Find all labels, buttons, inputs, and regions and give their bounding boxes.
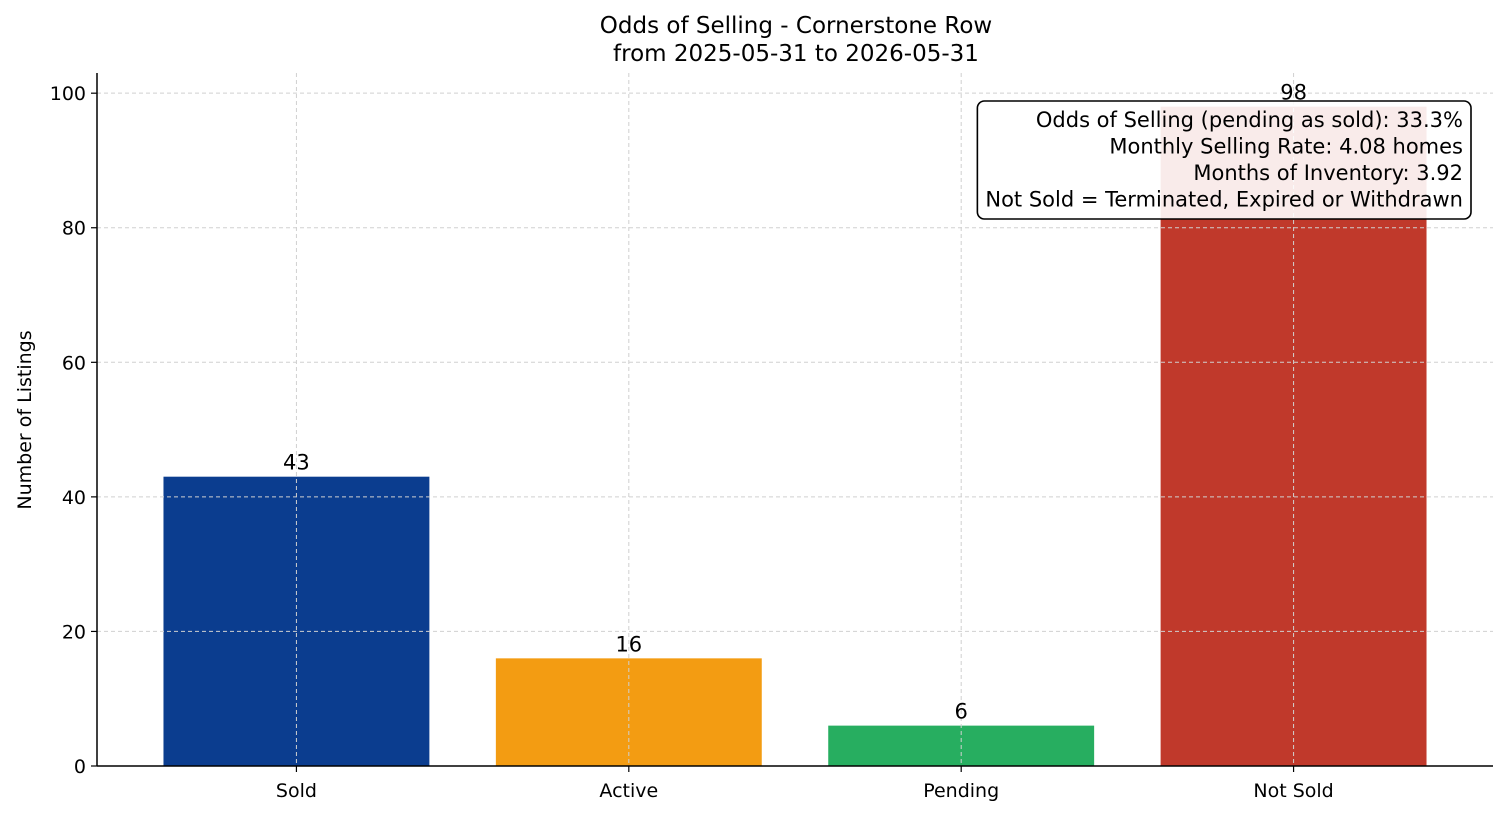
grid: [97, 73, 1493, 766]
value-label: 16: [615, 632, 642, 656]
annotation-line: Not Sold = Terminated, Expired or Withdr…: [985, 188, 1463, 212]
chart-subtitle: from 2025-05-31 to 2026-05-31: [613, 41, 979, 67]
x-tick-label: Sold: [276, 780, 317, 802]
y-tick-label: 40: [62, 487, 86, 509]
annotation-box: Odds of Selling (pending as sold): 33.3%…: [976, 100, 1472, 220]
value-label: 6: [955, 700, 968, 724]
x-tick-label: Not Sold: [1253, 780, 1333, 802]
annotation-line: Months of Inventory: 3.92: [1193, 161, 1463, 185]
x-tick-label: Active: [599, 780, 658, 802]
value-label: 43: [283, 451, 310, 475]
x-tick-label: Pending: [923, 780, 999, 802]
y-tick-label: 100: [50, 83, 86, 105]
annotation-frame: [976, 100, 1472, 220]
y-axis-label: Number of Listings: [14, 330, 36, 509]
y-tick-label: 60: [62, 352, 86, 374]
y-tick-label: 80: [62, 218, 86, 240]
chart-title: Odds of Selling - Cornerstone Row: [600, 13, 992, 39]
annotation-line: Monthly Selling Rate: 4.08 homes: [1109, 135, 1463, 159]
y-tick-label: 0: [74, 756, 86, 778]
annotation-line: Odds of Selling (pending as sold): 33.3%: [1036, 108, 1463, 132]
axes: 0 20 40 60 80 100 Sold Active Pending Not Sold: [50, 73, 1493, 802]
y-tick-label: 20: [62, 621, 86, 643]
